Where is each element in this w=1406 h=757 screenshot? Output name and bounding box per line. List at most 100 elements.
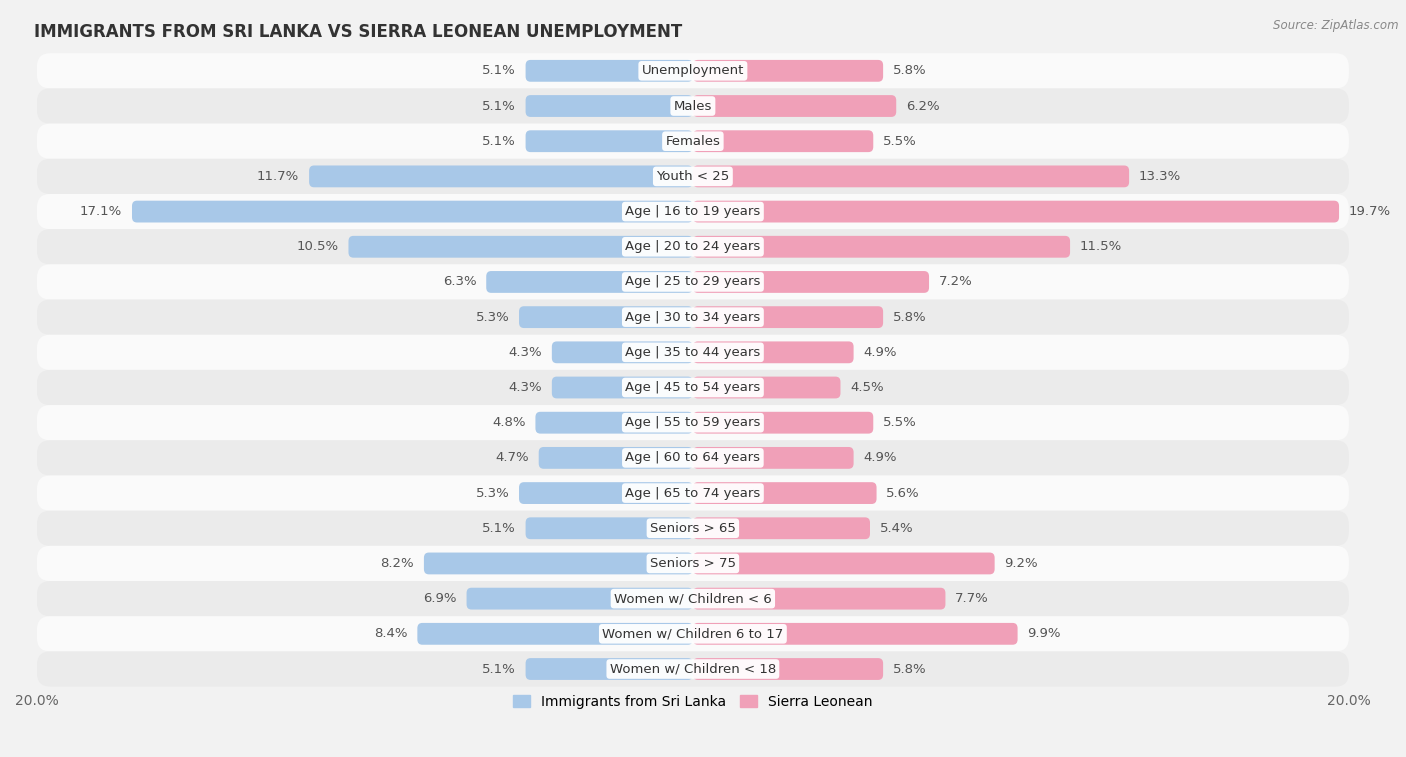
FancyBboxPatch shape xyxy=(467,587,693,609)
Text: Women w/ Children < 18: Women w/ Children < 18 xyxy=(610,662,776,675)
Text: 8.4%: 8.4% xyxy=(374,628,408,640)
Text: Age | 25 to 29 years: Age | 25 to 29 years xyxy=(626,276,761,288)
Text: 5.8%: 5.8% xyxy=(893,662,927,675)
FancyBboxPatch shape xyxy=(37,335,1348,370)
Text: Seniors > 75: Seniors > 75 xyxy=(650,557,735,570)
FancyBboxPatch shape xyxy=(37,546,1348,581)
FancyBboxPatch shape xyxy=(37,652,1348,687)
Text: 11.5%: 11.5% xyxy=(1080,240,1122,254)
Text: Women w/ Children 6 to 17: Women w/ Children 6 to 17 xyxy=(602,628,783,640)
Text: Age | 45 to 54 years: Age | 45 to 54 years xyxy=(626,381,761,394)
Text: 5.1%: 5.1% xyxy=(482,662,516,675)
FancyBboxPatch shape xyxy=(536,412,693,434)
Text: Women w/ Children < 6: Women w/ Children < 6 xyxy=(614,592,772,605)
FancyBboxPatch shape xyxy=(693,376,841,398)
FancyBboxPatch shape xyxy=(519,482,693,504)
Text: 4.7%: 4.7% xyxy=(495,451,529,464)
FancyBboxPatch shape xyxy=(425,553,693,575)
FancyBboxPatch shape xyxy=(693,271,929,293)
FancyBboxPatch shape xyxy=(551,376,693,398)
FancyBboxPatch shape xyxy=(37,194,1348,229)
Text: 5.3%: 5.3% xyxy=(475,487,509,500)
Text: Age | 65 to 74 years: Age | 65 to 74 years xyxy=(626,487,761,500)
FancyBboxPatch shape xyxy=(693,623,1018,645)
FancyBboxPatch shape xyxy=(693,447,853,469)
FancyBboxPatch shape xyxy=(693,236,1070,257)
FancyBboxPatch shape xyxy=(693,517,870,539)
FancyBboxPatch shape xyxy=(526,130,693,152)
FancyBboxPatch shape xyxy=(132,201,693,223)
Text: 9.9%: 9.9% xyxy=(1028,628,1062,640)
FancyBboxPatch shape xyxy=(486,271,693,293)
Text: Age | 35 to 44 years: Age | 35 to 44 years xyxy=(626,346,761,359)
Text: 9.2%: 9.2% xyxy=(1004,557,1038,570)
Text: 4.5%: 4.5% xyxy=(851,381,884,394)
FancyBboxPatch shape xyxy=(693,307,883,328)
FancyBboxPatch shape xyxy=(349,236,693,257)
Text: Youth < 25: Youth < 25 xyxy=(657,170,730,183)
FancyBboxPatch shape xyxy=(37,511,1348,546)
FancyBboxPatch shape xyxy=(693,95,896,117)
FancyBboxPatch shape xyxy=(538,447,693,469)
Text: 7.7%: 7.7% xyxy=(955,592,988,605)
Text: 5.8%: 5.8% xyxy=(893,64,927,77)
Text: Age | 16 to 19 years: Age | 16 to 19 years xyxy=(626,205,761,218)
Text: 13.3%: 13.3% xyxy=(1139,170,1181,183)
Text: 4.3%: 4.3% xyxy=(509,381,541,394)
Text: 7.2%: 7.2% xyxy=(939,276,973,288)
Text: Age | 55 to 59 years: Age | 55 to 59 years xyxy=(626,416,761,429)
FancyBboxPatch shape xyxy=(693,658,883,680)
FancyBboxPatch shape xyxy=(526,658,693,680)
FancyBboxPatch shape xyxy=(37,405,1348,441)
FancyBboxPatch shape xyxy=(693,553,994,575)
FancyBboxPatch shape xyxy=(693,166,1129,187)
Text: 6.3%: 6.3% xyxy=(443,276,477,288)
Text: 10.5%: 10.5% xyxy=(297,240,339,254)
FancyBboxPatch shape xyxy=(693,201,1339,223)
Text: Males: Males xyxy=(673,99,711,113)
FancyBboxPatch shape xyxy=(37,300,1348,335)
Text: 4.8%: 4.8% xyxy=(492,416,526,429)
Text: 17.1%: 17.1% xyxy=(80,205,122,218)
Text: Females: Females xyxy=(665,135,720,148)
Text: 5.1%: 5.1% xyxy=(482,522,516,534)
Text: 8.2%: 8.2% xyxy=(381,557,415,570)
FancyBboxPatch shape xyxy=(551,341,693,363)
FancyBboxPatch shape xyxy=(526,517,693,539)
Text: 5.5%: 5.5% xyxy=(883,416,917,429)
FancyBboxPatch shape xyxy=(693,130,873,152)
Text: Age | 30 to 34 years: Age | 30 to 34 years xyxy=(626,310,761,324)
FancyBboxPatch shape xyxy=(418,623,693,645)
FancyBboxPatch shape xyxy=(37,441,1348,475)
FancyBboxPatch shape xyxy=(37,229,1348,264)
Text: 5.5%: 5.5% xyxy=(883,135,917,148)
Text: 6.9%: 6.9% xyxy=(423,592,457,605)
Text: Age | 60 to 64 years: Age | 60 to 64 years xyxy=(626,451,761,464)
FancyBboxPatch shape xyxy=(37,475,1348,511)
FancyBboxPatch shape xyxy=(37,616,1348,652)
Text: Seniors > 65: Seniors > 65 xyxy=(650,522,735,534)
Text: 4.9%: 4.9% xyxy=(863,451,897,464)
Legend: Immigrants from Sri Lanka, Sierra Leonean: Immigrants from Sri Lanka, Sierra Leonea… xyxy=(508,690,877,715)
FancyBboxPatch shape xyxy=(37,89,1348,123)
FancyBboxPatch shape xyxy=(37,123,1348,159)
Text: 5.1%: 5.1% xyxy=(482,135,516,148)
Text: Source: ZipAtlas.com: Source: ZipAtlas.com xyxy=(1274,19,1399,32)
Text: Unemployment: Unemployment xyxy=(641,64,744,77)
FancyBboxPatch shape xyxy=(526,95,693,117)
FancyBboxPatch shape xyxy=(693,60,883,82)
FancyBboxPatch shape xyxy=(519,307,693,328)
FancyBboxPatch shape xyxy=(37,159,1348,194)
FancyBboxPatch shape xyxy=(693,412,873,434)
FancyBboxPatch shape xyxy=(309,166,693,187)
Text: 5.1%: 5.1% xyxy=(482,64,516,77)
FancyBboxPatch shape xyxy=(37,264,1348,300)
Text: 5.3%: 5.3% xyxy=(475,310,509,324)
Text: 4.9%: 4.9% xyxy=(863,346,897,359)
FancyBboxPatch shape xyxy=(37,370,1348,405)
Text: 5.8%: 5.8% xyxy=(893,310,927,324)
Text: Age | 20 to 24 years: Age | 20 to 24 years xyxy=(626,240,761,254)
FancyBboxPatch shape xyxy=(693,341,853,363)
FancyBboxPatch shape xyxy=(693,587,945,609)
FancyBboxPatch shape xyxy=(37,53,1348,89)
